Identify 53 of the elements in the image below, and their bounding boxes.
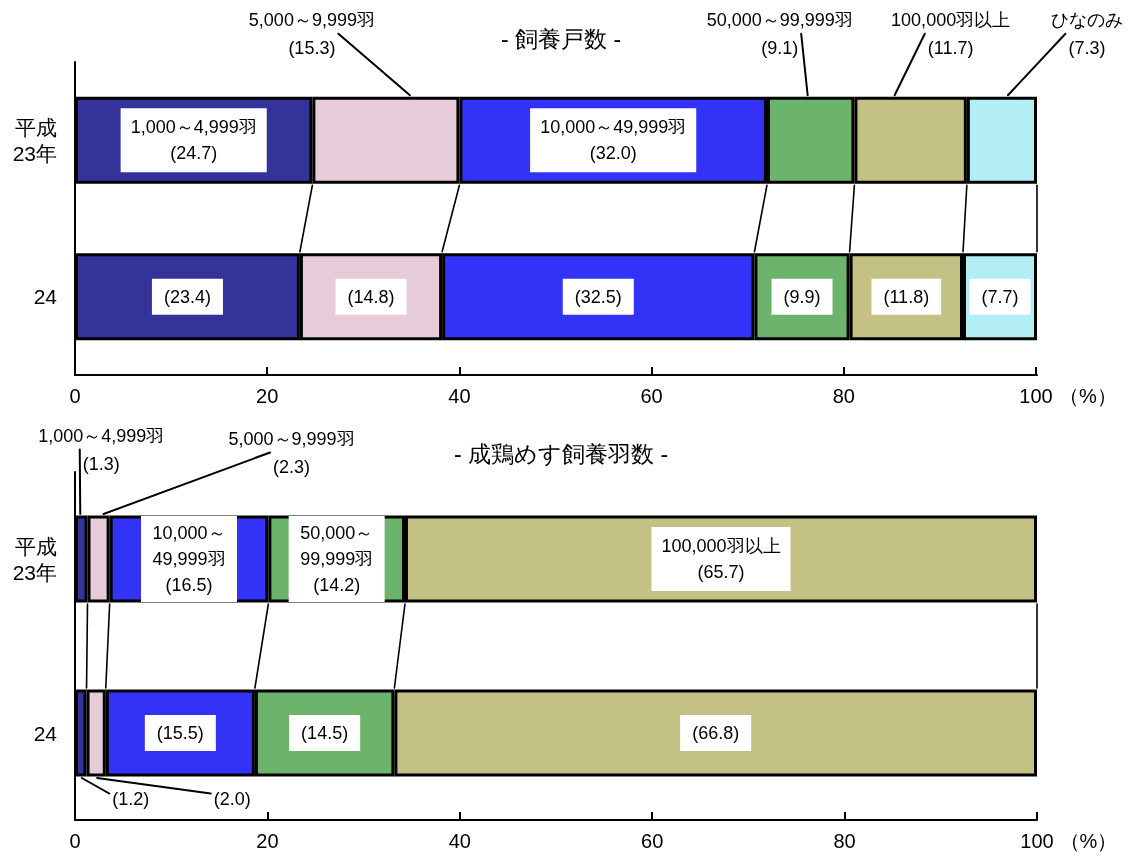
data-label: (2.3) — [273, 456, 311, 477]
text: 50,000～99,999羽 — [706, 9, 853, 30]
data-label: (11.7) — [927, 37, 974, 58]
data-label: (15.5) — [156, 723, 204, 743]
text: ひなのみ — [1050, 9, 1123, 30]
text: 1,000～4,999羽 — [38, 425, 165, 446]
data-label: (14.5) — [301, 723, 349, 743]
data-label: (66.8) — [692, 723, 740, 743]
x-tick-label: 80 — [832, 385, 855, 407]
x-tick-label: 0 — [69, 830, 81, 852]
x-tick-label: 100 — [1019, 385, 1053, 407]
x-tick-label: 40 — [448, 385, 471, 407]
text: 100,000羽以上 — [891, 9, 1011, 30]
x-tick-label: 100 — [1020, 830, 1054, 852]
series-label: 10,000～49,999羽 — [540, 117, 687, 138]
data-label: (14.8) — [347, 286, 395, 307]
data-label: (15.3) — [288, 37, 336, 58]
data-label: (1.3) — [82, 453, 120, 474]
data-label: (2.0) — [213, 788, 251, 809]
text: 5,000～9,999羽 — [228, 428, 355, 449]
data-label: (14.2) — [313, 575, 361, 595]
x-tick-label: 0 — [69, 385, 81, 407]
y-tick-label: 24 — [33, 285, 58, 309]
series-label: 1,000～4,999羽 — [130, 117, 257, 138]
text: 5,000～9,999羽 — [248, 9, 375, 30]
x-axis-title: （%） — [1059, 385, 1117, 407]
x-tick-label: 80 — [833, 830, 856, 852]
data-label: (24.7) — [170, 143, 218, 164]
y-tick-label: 24 — [33, 721, 58, 745]
data-label: (32.5) — [574, 286, 622, 307]
chart-title: - 成鶏めす飼養羽数 - — [453, 440, 669, 467]
data-label: (9.9) — [783, 286, 821, 307]
y-tick-label: 平成23年 — [12, 115, 57, 165]
data-label: (65.7) — [697, 562, 745, 582]
series-label: 100,000羽以上 — [661, 536, 781, 556]
data-label: (7.7) — [981, 286, 1019, 307]
data-label: (1.2) — [112, 788, 150, 809]
chart-title: - 飼養戸数 - — [500, 25, 622, 52]
x-tick-label: 20 — [256, 385, 279, 407]
series-label: 10,000～49,999羽 — [152, 523, 226, 569]
data-label: (23.4) — [163, 286, 211, 307]
y-tick-label: 平成23年 — [12, 534, 57, 584]
data-label: (7.3) — [1068, 37, 1106, 58]
data-label: (11.8) — [883, 286, 930, 307]
x-tick-label: 40 — [448, 830, 471, 852]
data-label: (32.0) — [589, 143, 637, 164]
series-label: 50,000～99,999羽 — [300, 523, 374, 569]
x-tick-label: 20 — [256, 830, 279, 852]
x-axis-title: （%） — [1059, 830, 1118, 852]
data-label: (16.5) — [165, 575, 213, 595]
data-label: (9.1) — [761, 37, 799, 58]
x-tick-label: 60 — [640, 385, 663, 407]
x-tick-label: 60 — [641, 830, 664, 852]
